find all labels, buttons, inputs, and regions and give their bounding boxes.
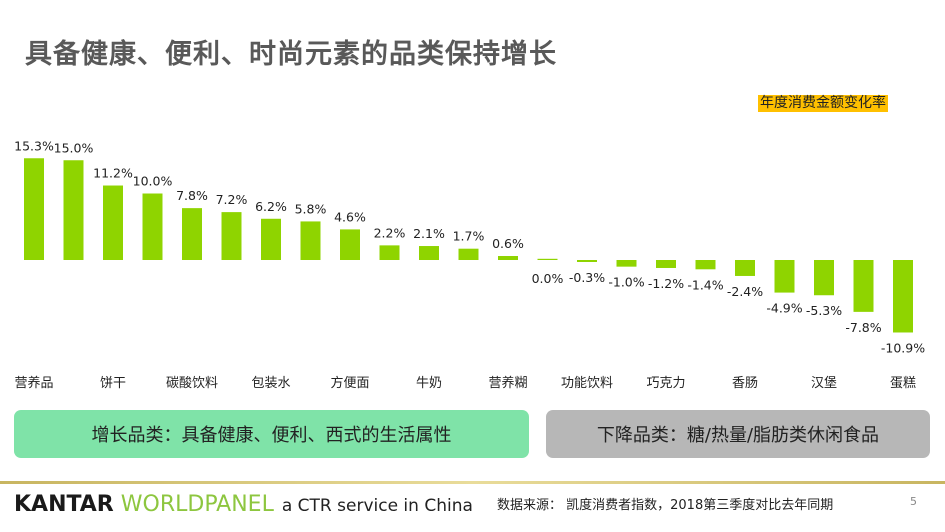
- data-label: -0.3%: [569, 270, 605, 285]
- data-label: -5.3%: [806, 303, 842, 318]
- logo-worldpanel: WORLDPANEL: [120, 492, 274, 517]
- category-label: 巧克力: [646, 376, 685, 391]
- data-label: 0.6%: [492, 236, 524, 251]
- data-label: -7.8%: [845, 320, 881, 335]
- bar: [103, 185, 123, 260]
- bar: [182, 208, 202, 260]
- data-label: 0.0%: [532, 271, 564, 286]
- data-label: -2.4%: [727, 284, 763, 299]
- data-label: -1.0%: [608, 275, 644, 290]
- bar: [616, 260, 637, 267]
- data-label: -4.9%: [766, 301, 802, 316]
- page-number: 5: [910, 495, 917, 508]
- category-label: 营养糊: [488, 375, 527, 391]
- bar: [814, 260, 834, 296]
- data-label: 2.1%: [413, 226, 445, 241]
- data-label: 10.0%: [133, 174, 173, 189]
- bar: [458, 248, 479, 260]
- slide-title: 具备健康、便利、时尚元素的品类保持增长: [25, 39, 557, 70]
- data-label: 15.3%: [14, 138, 54, 153]
- bar: [853, 260, 874, 312]
- bar: [774, 260, 795, 293]
- bar: [261, 218, 281, 260]
- category-label: 功能饮料: [561, 376, 613, 391]
- chart-legend: 年度消费金额变化率: [758, 95, 888, 112]
- category-label: 饼干: [100, 376, 126, 391]
- bar: [24, 158, 44, 260]
- data-label: 1.7%: [453, 229, 485, 244]
- bar: [893, 260, 913, 333]
- footer-divider: [0, 481, 945, 484]
- category-label: 香肠: [732, 376, 758, 391]
- bar: [419, 246, 439, 260]
- data-label: 5.8%: [295, 201, 327, 216]
- growth-summary-box: 增长品类：具备健康、便利、西式的生活属性: [14, 410, 529, 458]
- bar: [695, 260, 716, 270]
- kantar-logo: KANTAR WORLDPANEL a CTR service in China: [14, 492, 473, 517]
- data-label: 2.2%: [374, 225, 406, 240]
- bar: [340, 229, 360, 260]
- bar: [142, 193, 163, 260]
- data-label: 15.0%: [54, 140, 94, 155]
- data-label: 7.8%: [176, 188, 208, 203]
- decline-summary-box: 下降品类：糖/热量/脂肪类休闲食品: [546, 410, 930, 458]
- bar-chart: 15.3% 营养品 15.0% 11.2% 饼干 10.0%7.8% 碳酸饮料 7.2% 6.2…: [14, 138, 925, 391]
- bar: [577, 260, 597, 262]
- bar: [537, 258, 558, 260]
- data-label: -1.2%: [648, 276, 684, 291]
- bar: [300, 221, 321, 260]
- category-label: 方便面: [330, 375, 369, 391]
- data-label: 7.2%: [216, 192, 248, 207]
- bar: [221, 212, 242, 260]
- bar: [498, 256, 518, 260]
- data-label: 11.2%: [93, 166, 133, 181]
- logo-tagline: a CTR service in China: [281, 496, 473, 516]
- bar: [379, 245, 400, 260]
- logo-kantar: KANTAR: [14, 492, 114, 517]
- bar: [63, 160, 84, 260]
- category-label: 蛋糕: [890, 376, 916, 391]
- data-label: -1.4%: [687, 277, 723, 292]
- category-label: 包装水: [251, 376, 290, 391]
- category-label: 汉堡: [811, 375, 837, 391]
- data-source: 数据来源： 凯度消费者指数，2018第三季度对比去年同期: [497, 498, 834, 513]
- data-label: 4.6%: [334, 209, 366, 224]
- data-label: -10.9%: [881, 340, 925, 355]
- category-label: 碳酸饮料: [166, 376, 218, 391]
- bar: [656, 260, 676, 268]
- category-label: 牛奶: [416, 376, 442, 391]
- category-label: 营养品: [14, 375, 53, 391]
- bar: [735, 260, 755, 276]
- data-label: 6.2%: [255, 199, 287, 214]
